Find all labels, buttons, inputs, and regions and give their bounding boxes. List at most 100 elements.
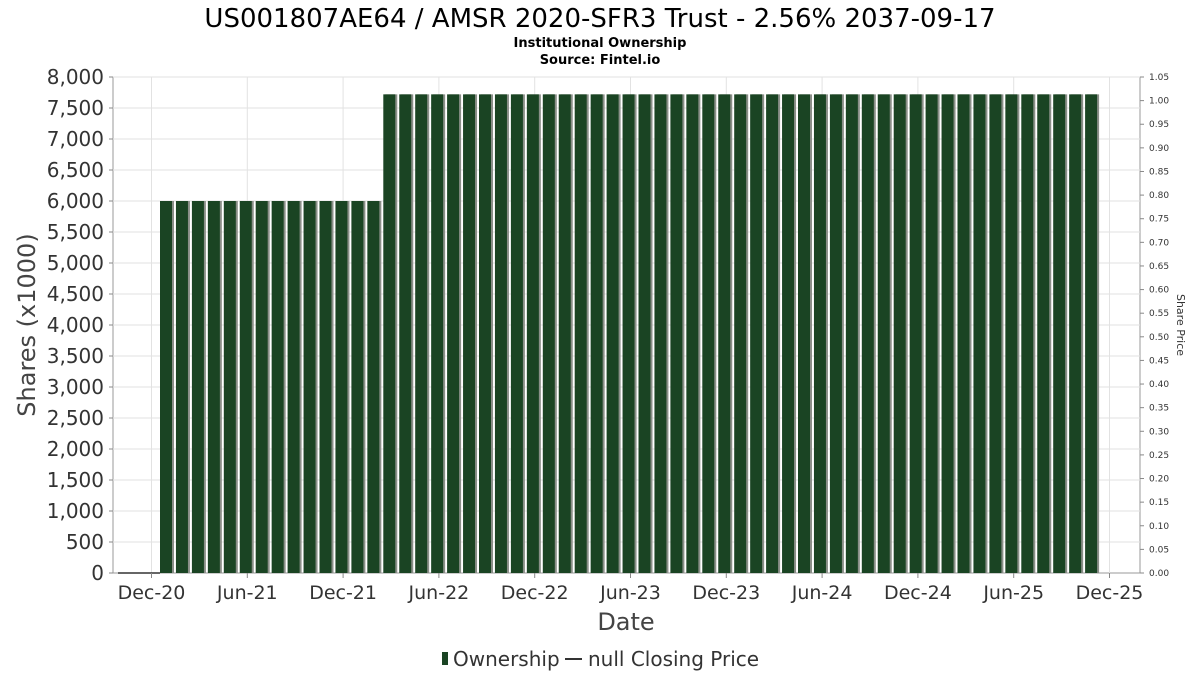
y2-tick-label: 0.35 bbox=[1149, 404, 1169, 414]
ownership-bar bbox=[255, 201, 268, 573]
ownership-bar bbox=[670, 94, 683, 574]
ownership-bar bbox=[1005, 94, 1018, 574]
y-tick-label: 1,500 bbox=[47, 468, 104, 492]
ownership-bar bbox=[510, 94, 523, 574]
y2-axis-label: Share Price bbox=[1174, 294, 1187, 356]
ownership-bar bbox=[1037, 94, 1050, 574]
y-tick-label: 5,000 bbox=[47, 251, 104, 275]
y-tick-label: 1,000 bbox=[47, 499, 104, 523]
ownership-bar bbox=[1021, 94, 1034, 574]
y2-tick-label: 0.15 bbox=[1149, 498, 1169, 508]
y2-tick-label: 0.25 bbox=[1149, 451, 1169, 461]
ownership-bar bbox=[367, 201, 380, 573]
y2-tick-label: 1.05 bbox=[1149, 73, 1169, 83]
y-tick-label: 3,000 bbox=[47, 375, 104, 399]
ownership-bar bbox=[893, 94, 906, 574]
x-tick-label: Dec-21 bbox=[309, 582, 377, 604]
ownership-bar bbox=[829, 94, 842, 574]
ownership-bar bbox=[590, 94, 603, 574]
ownership-bar bbox=[447, 94, 460, 574]
ownership-bar bbox=[782, 94, 795, 574]
y2-tick-label: 0.45 bbox=[1149, 356, 1169, 366]
ownership-bar bbox=[989, 94, 1002, 574]
x-tick-label: Dec-22 bbox=[501, 582, 569, 604]
x-tick-label: Jun-25 bbox=[982, 582, 1044, 604]
y2-tick-label: 0.60 bbox=[1149, 286, 1169, 296]
y-tick-label: 2,000 bbox=[47, 437, 104, 461]
x-tick-label: Dec-25 bbox=[1076, 582, 1144, 604]
ownership-bar bbox=[191, 201, 204, 573]
ownership-bar bbox=[160, 201, 172, 573]
ownership-bar bbox=[526, 94, 539, 574]
ownership-bar bbox=[654, 94, 667, 574]
ownership-bar bbox=[1085, 94, 1098, 574]
y2-tick-label: 0.40 bbox=[1149, 380, 1169, 390]
ownership-bar bbox=[734, 94, 747, 574]
y2-tick-label: 0.05 bbox=[1149, 545, 1169, 555]
ownership-bar bbox=[335, 201, 348, 573]
ownership-bars bbox=[118, 94, 1100, 574]
y2-tick-label: 0.70 bbox=[1149, 238, 1169, 248]
ownership-bar bbox=[207, 201, 220, 573]
y-tick-label: 6,500 bbox=[47, 158, 104, 182]
ownership-bar bbox=[175, 201, 188, 573]
ownership-bar bbox=[415, 94, 428, 574]
y-tick-label: 4,000 bbox=[47, 313, 104, 337]
ownership-bar bbox=[239, 201, 252, 573]
ownership-bar bbox=[622, 94, 635, 574]
y-tick-label: 3,500 bbox=[47, 344, 104, 368]
ownership-bar bbox=[702, 94, 715, 574]
y-axis-label: Shares (x1000) bbox=[13, 233, 41, 416]
y2-tick-label: 0.65 bbox=[1149, 262, 1169, 272]
ownership-bar bbox=[431, 94, 444, 574]
x-tick-label: Dec-23 bbox=[692, 582, 760, 604]
y-tick-label: 0 bbox=[91, 561, 104, 585]
y2-tick-label: 0.20 bbox=[1149, 475, 1169, 485]
x-tick-label: Jun-21 bbox=[216, 582, 278, 604]
y2-tick-label: 1.00 bbox=[1149, 97, 1169, 107]
y2-tick-label: 0.30 bbox=[1149, 427, 1169, 437]
ownership-bar bbox=[606, 94, 619, 574]
y2-tick-label: 0.10 bbox=[1149, 522, 1169, 532]
y-axis-ticks: 0 500 1,000 1,500 2,000 2,500 3,000 3,500 4,000 4… bbox=[47, 65, 113, 585]
y-tick-label: 7,000 bbox=[47, 127, 104, 151]
y2-tick-label: 0.55 bbox=[1149, 309, 1169, 319]
ownership-bar bbox=[494, 94, 507, 574]
ownership-bar bbox=[861, 94, 874, 574]
ownership-bar bbox=[909, 94, 922, 574]
ownership-bar bbox=[973, 94, 986, 574]
ownership-bar bbox=[957, 94, 970, 574]
chart-title: US001807AE64 / AMSR 2020-SFR3 Trust - 2.… bbox=[204, 4, 995, 34]
y-tick-label: 5,500 bbox=[47, 220, 104, 244]
ownership-bar bbox=[1053, 94, 1066, 574]
ownership-bar bbox=[845, 94, 858, 574]
x-tick-label: Jun-22 bbox=[408, 582, 470, 604]
y2-tick-label: 0.75 bbox=[1149, 215, 1169, 225]
legend-price-label: null Closing Price bbox=[588, 647, 759, 671]
ownership-bar bbox=[925, 94, 938, 574]
y-tick-label: 4,500 bbox=[47, 282, 104, 306]
chart-subtitle-1: Institutional Ownership bbox=[514, 36, 687, 51]
y2-tick-label: 0.80 bbox=[1149, 191, 1169, 201]
ownership-bar bbox=[813, 94, 826, 574]
y-tick-label: 8,000 bbox=[47, 65, 104, 89]
ownership-bar bbox=[319, 201, 332, 573]
ownership-bar bbox=[766, 94, 779, 574]
y2-tick-label: 0.90 bbox=[1149, 144, 1169, 154]
y2-tick-label: 0.00 bbox=[1149, 569, 1169, 579]
ownership-bar bbox=[271, 201, 284, 573]
x-tick-label: Dec-20 bbox=[118, 582, 186, 604]
ownership-bar bbox=[941, 94, 954, 574]
ownership-bar bbox=[351, 201, 364, 573]
ownership-bar bbox=[479, 94, 491, 574]
ownership-bar bbox=[542, 94, 555, 574]
ownership-bar bbox=[223, 201, 236, 573]
y2-axis-ticks: 0.00 0.05 0.10 0.15 0.20 0.25 0.30 0.35 0.40 0.45… bbox=[1140, 73, 1169, 579]
y-tick-label: 500 bbox=[66, 530, 104, 554]
x-axis-ticks: Dec-20 Jun-21 Dec-21 Jun-22 Dec-22 Jun-23 Dec-… bbox=[118, 573, 1144, 604]
ownership-bar bbox=[877, 94, 890, 574]
ownership-bar bbox=[750, 94, 763, 574]
ownership-bar bbox=[1069, 94, 1082, 574]
ownership-bar bbox=[287, 201, 300, 573]
